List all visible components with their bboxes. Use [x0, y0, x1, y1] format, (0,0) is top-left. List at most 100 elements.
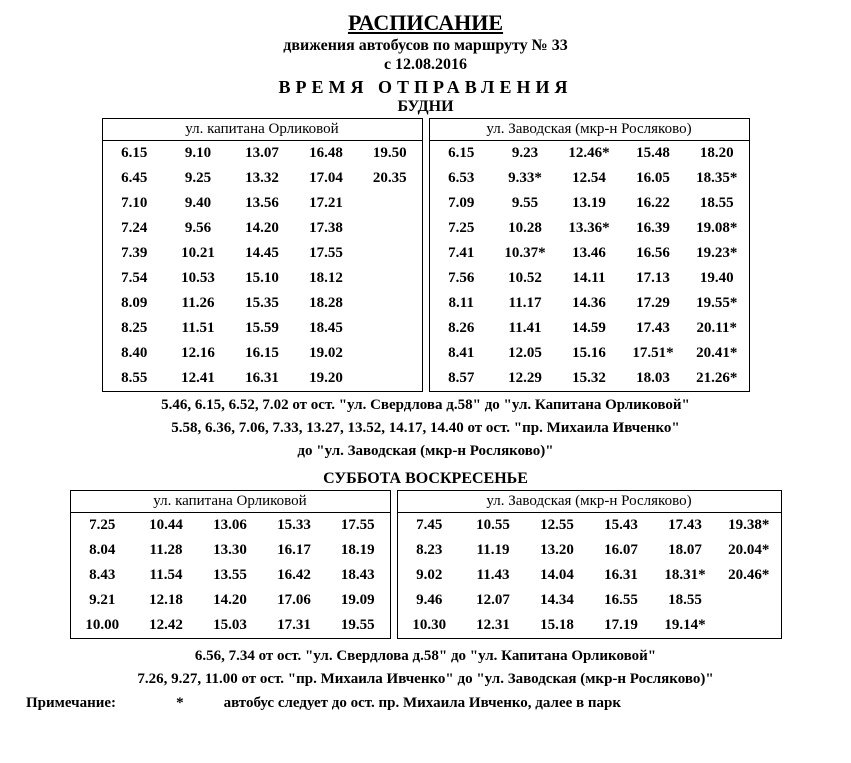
table-row: 8.2611.4114.5917.4320.11* [429, 316, 749, 341]
time-cell: 17.43 [621, 316, 685, 341]
time-cell: 18.07 [653, 538, 717, 563]
time-cell: 9.23 [493, 141, 557, 167]
time-cell: 14.45 [230, 241, 294, 266]
time-cell: 17.43 [653, 513, 717, 539]
time-cell: 13.55 [198, 563, 262, 588]
time-cell: 19.09 [326, 588, 390, 613]
time-cell: 17.55 [294, 241, 358, 266]
time-cell: 17.21 [294, 191, 358, 216]
time-cell: 19.23* [685, 241, 749, 266]
time-cell [358, 316, 422, 341]
time-cell: 13.36* [557, 216, 621, 241]
table-row: 9.2112.1814.2017.0619.09 [70, 588, 390, 613]
weekend-note-1: 6.56, 7.34 от ост. "ул. Свердлова д.58" … [6, 647, 845, 666]
time-cell: 14.34 [525, 588, 589, 613]
time-cell: 9.55 [493, 191, 557, 216]
time-cell: 13.30 [198, 538, 262, 563]
time-cell: 15.59 [230, 316, 294, 341]
table-row: 6.539.33*12.5416.0518.35* [429, 166, 749, 191]
weekdays-left-header: ул. капитана Орликовой [102, 119, 422, 141]
time-cell: 18.55 [653, 588, 717, 613]
table-row: 7.5610.5214.1117.1319.40 [429, 266, 749, 291]
time-cell: 16.55 [589, 588, 653, 613]
time-cell: 10.37* [493, 241, 557, 266]
time-cell: 8.41 [429, 341, 493, 366]
time-cell: 14.36 [557, 291, 621, 316]
time-cell: 17.06 [262, 588, 326, 613]
time-cell: 6.15 [102, 141, 166, 167]
time-cell: 19.02 [294, 341, 358, 366]
time-cell: 16.07 [589, 538, 653, 563]
time-cell: 9.25 [166, 166, 230, 191]
time-cell: 10.30 [397, 613, 461, 639]
weekdays-tables: ул. капитана Орликовой 6.159.1013.0716.4… [6, 118, 845, 392]
time-cell: 18.45 [294, 316, 358, 341]
time-cell: 17.38 [294, 216, 358, 241]
time-cell: 20.41* [685, 341, 749, 366]
footnote: Примечание: * автобус следует до ост. пр… [26, 695, 825, 712]
weekend-left-table: ул. капитана Орликовой 7.2510.4413.0615.… [70, 490, 391, 639]
time-cell: 18.35* [685, 166, 749, 191]
time-cell: 8.04 [70, 538, 134, 563]
time-cell: 13.46 [557, 241, 621, 266]
time-cell: 20.46* [717, 563, 781, 588]
time-cell: 16.48 [294, 141, 358, 167]
footnote-asterisk: * [176, 695, 184, 712]
table-row: 9.0211.4314.0416.3118.31*20.46* [397, 563, 781, 588]
weekdays-note-3: до "ул. Заводская (мкр-н Росляково)" [6, 442, 845, 461]
time-cell: 11.19 [461, 538, 525, 563]
time-cell: 10.53 [166, 266, 230, 291]
time-cell: 13.32 [230, 166, 294, 191]
table-row: 8.4012.1616.1519.02 [102, 341, 422, 366]
time-cell [358, 191, 422, 216]
weekdays-note-1: 5.46, 6.15, 6.52, 7.02 от ост. "ул. Свер… [6, 396, 845, 415]
table-row: 8.1111.1714.3617.2919.55* [429, 291, 749, 316]
time-cell: 12.46* [557, 141, 621, 167]
time-cell: 11.28 [134, 538, 198, 563]
time-cell: 7.09 [429, 191, 493, 216]
time-cell: 17.55 [326, 513, 390, 539]
weekend-right-header: ул. Заводская (мкр-н Росляково) [397, 491, 781, 513]
time-cell: 18.20 [685, 141, 749, 167]
time-cell: 18.19 [326, 538, 390, 563]
time-cell: 19.40 [685, 266, 749, 291]
route-subtitle: движения автобусов по маршруту № 33 [6, 37, 845, 55]
time-cell: 20.11* [685, 316, 749, 341]
time-cell: 13.56 [230, 191, 294, 216]
time-cell: 17.29 [621, 291, 685, 316]
time-cell: 13.06 [198, 513, 262, 539]
time-cell: 17.51* [621, 341, 685, 366]
time-cell: 7.24 [102, 216, 166, 241]
page-title: РАСПИСАНИЕ [6, 10, 845, 36]
time-cell: 9.21 [70, 588, 134, 613]
table-row: 7.099.5513.1916.2218.55 [429, 191, 749, 216]
time-cell: 15.48 [621, 141, 685, 167]
time-cell: 11.41 [493, 316, 557, 341]
time-cell: 14.59 [557, 316, 621, 341]
time-cell: 20.04* [717, 538, 781, 563]
time-cell: 11.26 [166, 291, 230, 316]
time-cell: 13.20 [525, 538, 589, 563]
table-row: 8.5712.2915.3218.0321.26* [429, 366, 749, 392]
table-row: 7.5410.5315.1018.12 [102, 266, 422, 291]
table-row: 7.249.5614.2017.38 [102, 216, 422, 241]
weekdays-note-2: 5.58, 6.36, 7.06, 7.33, 13.27, 13.52, 14… [6, 419, 845, 438]
time-cell: 8.26 [429, 316, 493, 341]
footnote-label: Примечание: [26, 695, 116, 712]
time-cell: 7.54 [102, 266, 166, 291]
table-row: 8.2511.5115.5918.45 [102, 316, 422, 341]
time-cell: 20.35 [358, 166, 422, 191]
time-cell: 7.25 [70, 513, 134, 539]
time-cell: 15.10 [230, 266, 294, 291]
table-row: 7.4110.37*13.4616.5619.23* [429, 241, 749, 266]
time-cell: 19.55 [326, 613, 390, 639]
time-cell: 10.44 [134, 513, 198, 539]
table-row: 8.4112.0515.1617.51*20.41* [429, 341, 749, 366]
time-cell: 10.52 [493, 266, 557, 291]
time-cell: 16.17 [262, 538, 326, 563]
time-cell: 12.18 [134, 588, 198, 613]
time-cell: 10.00 [70, 613, 134, 639]
weekdays-label: БУДНИ [6, 98, 845, 116]
time-cell: 19.14* [653, 613, 717, 639]
time-cell: 13.19 [557, 191, 621, 216]
